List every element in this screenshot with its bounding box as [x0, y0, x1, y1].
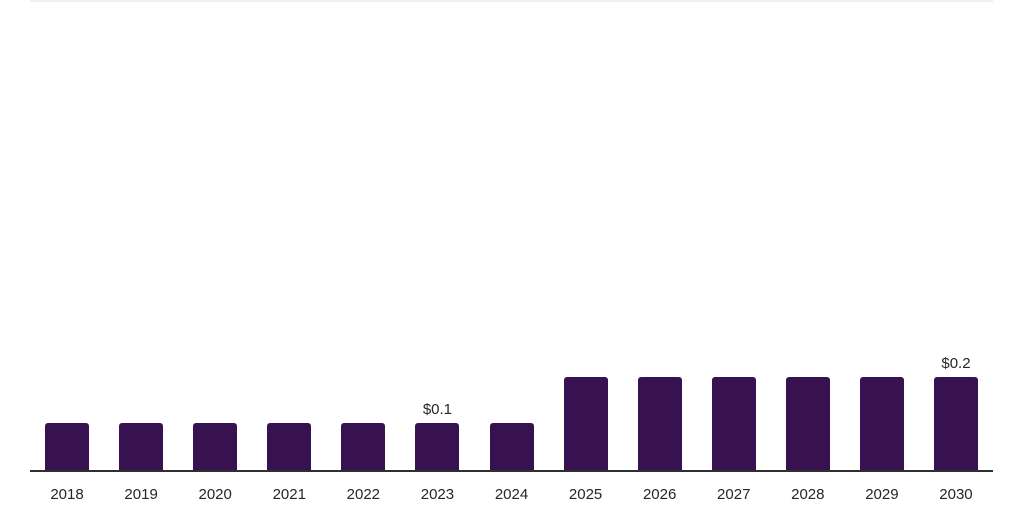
bar-column-2018 — [30, 0, 104, 470]
bar-2018 — [45, 423, 90, 470]
bar-column-2023: $0.1 — [400, 0, 474, 470]
x-tick-label-2024: 2024 — [494, 486, 529, 503]
bar-2019 — [119, 423, 164, 470]
bar-2025 — [563, 377, 608, 470]
x-axis-line — [30, 470, 993, 472]
x-tick-label-2025: 2025 — [568, 486, 603, 503]
bar-2029 — [859, 377, 904, 470]
bar-value-label-2023: $0.1 — [422, 401, 453, 418]
bar-chart-plot-area: $0.1 $0.2 — [30, 0, 993, 470]
bar-2030 — [933, 377, 978, 470]
x-tick-label-2027: 2027 — [717, 486, 751, 503]
x-tick-label-2021: 2021 — [272, 486, 306, 503]
x-tick-label-2020: 2020 — [198, 486, 232, 503]
bar-2027 — [711, 377, 756, 470]
bar-2022 — [341, 423, 386, 470]
x-tick-label-2029: 2029 — [865, 486, 899, 503]
bar-column-2025 — [549, 0, 623, 470]
bar-column-2020 — [178, 0, 252, 470]
plot-top-border — [30, 0, 993, 2]
x-axis-labels: 2018 2019 2020 2021 2022 2023 2024 2025 2026 2027… — [30, 486, 993, 503]
bar-2026 — [637, 377, 682, 470]
x-tick-label-2023: 2023 — [420, 486, 455, 503]
x-tick-label-2026: 2026 — [642, 486, 677, 503]
bar-column-2029 — [845, 0, 919, 470]
bar-2028 — [785, 377, 830, 470]
x-tick-label-2022: 2022 — [346, 486, 381, 503]
x-tick-label-2019: 2019 — [124, 486, 158, 503]
bar-column-2026 — [623, 0, 697, 470]
bar-column-2024 — [474, 0, 548, 470]
bar-2020 — [193, 423, 238, 470]
bar-value-label-2030: $0.2 — [941, 355, 971, 372]
bar-column-2019 — [104, 0, 178, 470]
bar-2023 — [415, 423, 460, 470]
bar-column-2030: $0.2 — [919, 0, 993, 470]
bar-2024 — [489, 423, 534, 470]
bar-column-2027 — [697, 0, 771, 470]
bar-column-2022 — [326, 0, 400, 470]
x-tick-label-2018: 2018 — [50, 486, 84, 503]
bar-2021 — [267, 423, 312, 470]
bar-column-2028 — [771, 0, 845, 470]
bar-column-2021 — [252, 0, 326, 470]
x-tick-label-2030: 2030 — [939, 486, 973, 503]
x-tick-label-2028: 2028 — [791, 486, 825, 503]
